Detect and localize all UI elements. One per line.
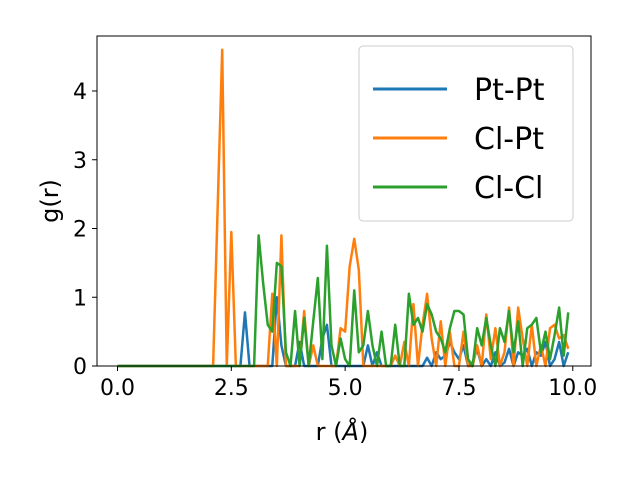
plot-frame [96, 35, 592, 367]
legend-label-pt-pt: Pt-Pt [474, 73, 545, 108]
y-tick-label: 1 [73, 286, 87, 311]
x-tick-label: 10.0 [548, 376, 597, 401]
legend-label-cl-cl: Cl-Cl [474, 171, 543, 206]
x-tick-label: 5.0 [328, 376, 363, 401]
x-tick-label: 2.5 [214, 376, 249, 401]
x-axis-label-tail: ) [359, 418, 368, 446]
series-line-cl-cl [117, 234, 570, 368]
x-axis-label-main: r ( [316, 418, 343, 446]
y-axis: 0 1 2 3 4 [73, 80, 97, 380]
y-axis-label: g(r) [36, 179, 64, 223]
y-tick-label: 0 [73, 355, 87, 380]
x-axis: 0.0 2.5 5.0 7.5 10.0 [100, 366, 597, 401]
x-tick-label: 0.0 [100, 376, 135, 401]
legend: Pt-Pt Cl-Pt Cl-Cl [358, 45, 574, 222]
legend-label-cl-pt: Cl-Pt [474, 122, 544, 157]
y-tick-label: 4 [73, 80, 87, 105]
x-axis-label: r (Å) [316, 417, 369, 446]
x-tick-label: 7.5 [441, 376, 476, 401]
x-axis-label-unit: Å [341, 417, 359, 446]
y-tick-label: 2 [73, 218, 87, 243]
y-tick-label: 3 [73, 149, 87, 174]
